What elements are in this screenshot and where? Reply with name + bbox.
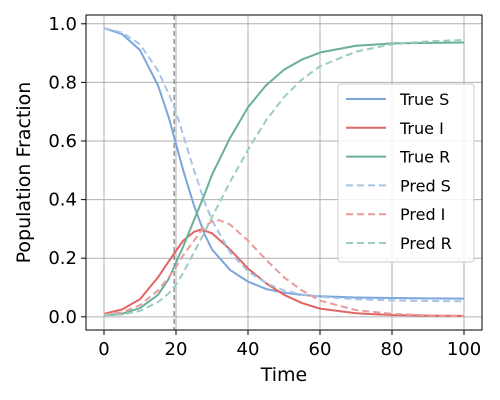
legend-label-pred-i: Pred I — [400, 205, 445, 224]
legend-label-true-r: True R — [399, 148, 450, 167]
series-line-true-s — [103, 27, 465, 300]
series-line-pred-s — [103, 27, 465, 303]
legend-label-true-s: True S — [399, 90, 449, 109]
series-line-true-i — [103, 228, 465, 317]
series-layer — [103, 27, 465, 317]
legend: True S True I True R Pred S Pred I Pred R — [337, 83, 475, 263]
x-axis-label: Time — [260, 364, 308, 386]
series-line-true-r — [103, 41, 465, 317]
plot-frame — [85, 14, 483, 331]
x-tick-label-1: 20 — [165, 339, 188, 360]
x-tick-label-4: 80 — [381, 339, 404, 360]
x-tick-label-5: 100 — [447, 339, 481, 360]
y-tick-label-3: 0.6 — [48, 131, 77, 152]
y-tick-label-5: 1.0 — [48, 14, 77, 35]
y-tick-label-1: 0.2 — [48, 248, 77, 269]
axis-ticks: 0 20 40 60 80 100 0.0 0.2 0.4 0.6 0.8 1.0 — [48, 14, 481, 360]
y-tick-label-2: 0.4 — [48, 190, 77, 211]
series-line-pred-r — [103, 38, 465, 317]
y-tick-label-0: 0.0 — [48, 307, 77, 328]
series-line-pred-i — [103, 219, 465, 317]
y-axis-label: Population Fraction — [13, 82, 35, 264]
x-tick-label-0: 0 — [98, 339, 109, 360]
x-tick-label-2: 40 — [237, 339, 260, 360]
y-tick-label-4: 0.8 — [48, 72, 77, 93]
legend-label-true-i: True I — [399, 119, 444, 138]
legend-label-pred-s: Pred S — [400, 176, 451, 195]
x-tick-label-3: 60 — [309, 339, 332, 360]
legend-label-pred-r: Pred R — [400, 234, 452, 253]
